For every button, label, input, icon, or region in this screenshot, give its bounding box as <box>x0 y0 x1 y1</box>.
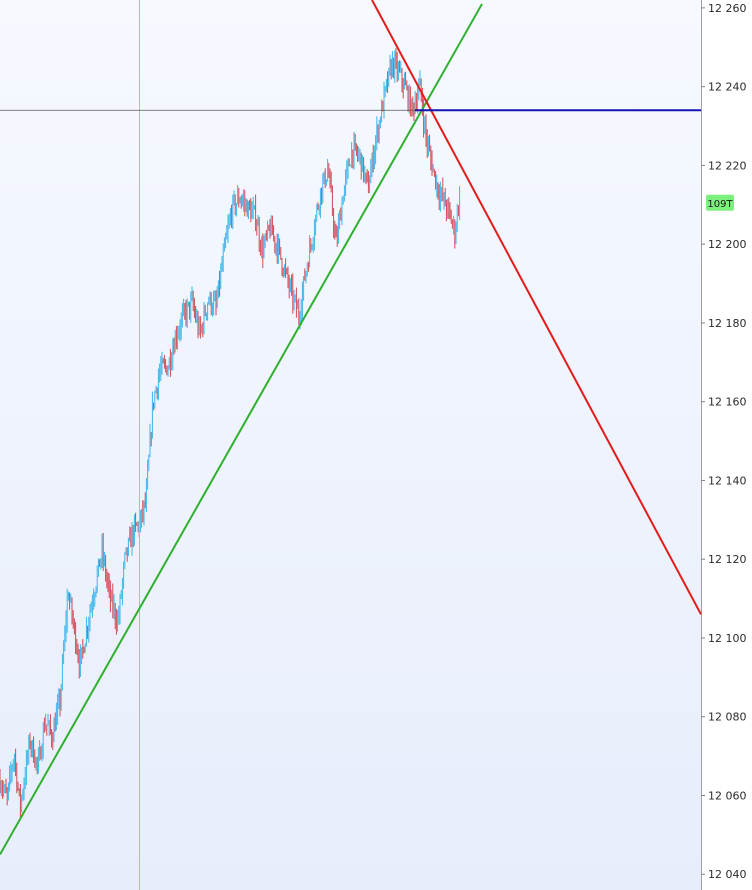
price-axis-panel[interactable] <box>702 0 752 890</box>
plot-area[interactable] <box>0 0 701 890</box>
price-tick-label: 12 180 <box>708 317 747 330</box>
price-tick-label: 12 100 <box>708 632 747 645</box>
current-price-badge-label: 109T <box>707 199 733 210</box>
current-price-badge: 109T <box>706 194 734 211</box>
price-tick-label: 12 200 <box>708 238 747 251</box>
price-tick-label: 12 260 <box>708 2 747 15</box>
candles-layer <box>0 48 461 819</box>
price-tick-label: 12 140 <box>708 474 747 487</box>
price-tick-label: 12 240 <box>708 81 747 94</box>
trendlines-layer <box>0 0 702 890</box>
price-tick-label: 12 080 <box>708 711 747 724</box>
price-tick-label: 12 220 <box>708 159 747 172</box>
trendline-support <box>0 3 483 856</box>
trendline-resistance <box>371 0 702 615</box>
price-tick-label: 12 160 <box>708 396 747 409</box>
current-price-badge-bg <box>706 194 734 211</box>
price-tick-label: 12 040 <box>708 868 747 881</box>
price-tick-label: 12 120 <box>708 553 747 566</box>
price-tick-label: 12 060 <box>708 789 747 802</box>
price-axis: 12 040 12 060 12 080 12 100 12 120 12 140 12 1… <box>701 2 747 881</box>
